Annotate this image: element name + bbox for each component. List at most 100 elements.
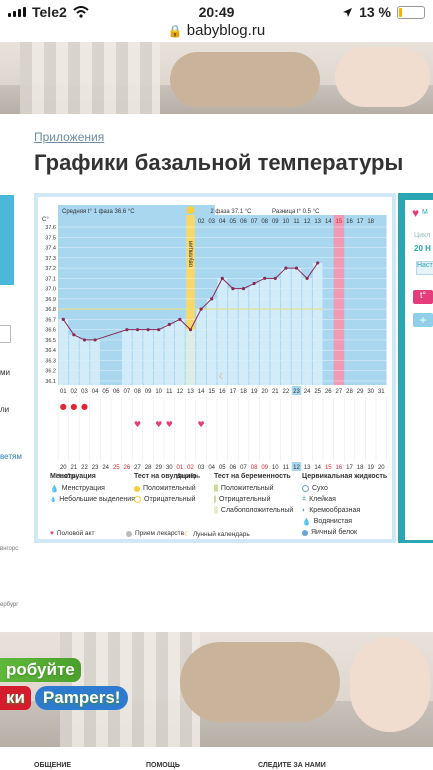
- chart-legend: Менструация 💧 Менструация 💧 Небольшие выде…: [38, 467, 392, 539]
- date-label: 15: [325, 465, 332, 471]
- legend-pregnancy-test: Тест на беременность || Положительный | От…: [214, 473, 293, 516]
- empty-circle-icon: [134, 496, 141, 503]
- date-label: 05: [219, 465, 226, 471]
- date-label: 21: [71, 465, 78, 471]
- y-tick-label: 36.3: [45, 358, 56, 364]
- bbt-chart: Средняя t° 1 фаза 36.6 °С 2 фаза 37.1 °С Р…: [38, 197, 392, 539]
- left-link-3[interactable]: ветям: [0, 452, 22, 461]
- cycle-day-label: 17: [230, 389, 237, 395]
- heart-icon[interactable]: ♥: [412, 206, 420, 220]
- y-tick-label: 37.4: [45, 246, 56, 252]
- banner-baby: [350, 637, 430, 732]
- cycle-day-label: 26: [325, 389, 332, 395]
- pink-day-column: [333, 215, 345, 385]
- bottom-ad-banner[interactable]: робуйте ки Pampers!: [0, 632, 433, 747]
- battery-icon: [397, 5, 425, 19]
- banner-baby: [335, 47, 430, 107]
- temperature-point: [188, 328, 193, 332]
- intercourse-heart-icon: ♥: [166, 420, 173, 429]
- legend-item: | Отрицательный: [214, 494, 293, 505]
- heart-icon: ♥: [50, 530, 54, 537]
- promo-brand: Pampers!: [34, 686, 129, 710]
- location-arrow-icon: [343, 7, 353, 17]
- legend-label: Менструация: [61, 485, 105, 492]
- footer-link-follow[interactable]: СЛЕДИТЕ ЗА НАМИ: [258, 762, 326, 769]
- temperature-point: [199, 307, 203, 311]
- cycle-day-label: 18: [240, 389, 247, 395]
- url-host: babyblog.ru: [186, 22, 266, 39]
- carrier-info: Tele2: [8, 4, 89, 20]
- diff-text: Разница t° 0.5 °С: [272, 209, 320, 215]
- legend-label: Водянистая: [313, 518, 353, 525]
- top-day-label: 02: [198, 219, 205, 225]
- footer-link-help[interactable]: ПОМОЩЬ: [146, 762, 180, 769]
- intercourse-heart-icon: ♥: [155, 420, 162, 429]
- right-panel-text: М: [422, 209, 428, 216]
- cream-icon: ◐: [302, 507, 307, 514]
- date-label: 25: [113, 465, 120, 471]
- legend-item: ◐ Кремообразная: [302, 505, 387, 516]
- top-day-label: 15: [336, 219, 343, 225]
- yellow-circle-icon: [134, 485, 140, 492]
- settings-button[interactable]: Наст: [416, 261, 433, 275]
- temperature-point: [273, 276, 277, 280]
- temperature-point: [82, 338, 87, 342]
- cycle-day-label: 22: [283, 389, 290, 395]
- cycle-day-label: 05: [102, 389, 109, 395]
- cycle-day-label: 14: [198, 389, 205, 395]
- legend-item: 💧 Небольшие выделения: [50, 494, 135, 505]
- cycle-day-label: 28: [346, 389, 353, 395]
- ovulation-label: овуляция: [189, 241, 195, 267]
- promo-red: ки: [0, 686, 31, 710]
- banner-stairs: [20, 42, 160, 114]
- cycle-day-label: 13: [187, 389, 194, 395]
- cycle-day-label: 31: [378, 389, 385, 395]
- left-text-4: внгорс: [0, 546, 19, 552]
- cycle-day-label: 11: [166, 389, 173, 395]
- footer-link-community[interactable]: ОБЩЕНИЕ: [34, 762, 72, 769]
- temperature-point: [157, 328, 161, 332]
- temperature-point: [178, 317, 182, 321]
- url-bar[interactable]: 🔒 babyblog.ru: [0, 22, 433, 42]
- left-input-fragment[interactable]: [0, 325, 11, 343]
- add-entry-button[interactable]: +: [413, 313, 433, 327]
- temp-column: [185, 329, 196, 385]
- temperature-point: [93, 338, 97, 342]
- temp-column: [312, 262, 323, 385]
- breadcrumb[interactable]: Приложения: [34, 130, 105, 144]
- legend-label: Положительный: [220, 485, 274, 492]
- legend-item: Положительный: [134, 483, 196, 494]
- temp-column: [79, 339, 90, 385]
- temp-column: [302, 278, 312, 385]
- temp-column: [281, 268, 291, 385]
- ovulation-sun-icon: [186, 206, 195, 214]
- faint-bar-icon: ||: [214, 507, 218, 514]
- date-label: 10: [272, 465, 279, 471]
- legend-item: || Слабоположительный: [214, 505, 293, 516]
- temp-column: [122, 329, 132, 385]
- left-text-5: ербург: [0, 602, 19, 608]
- legend-label: Яичный белок: [311, 529, 358, 536]
- legend-label: Клейкая: [309, 496, 336, 503]
- date-label: 04: [208, 465, 215, 471]
- cycle-day-label: 23: [293, 389, 300, 395]
- cycle-day-label: 19: [251, 389, 258, 395]
- add-temperature-button[interactable]: t°: [413, 290, 433, 304]
- phase1-text: Средняя t° 1 фаза 36.6 °С: [62, 209, 135, 215]
- y-tick-label: 37.5: [45, 235, 56, 241]
- temp-column: [58, 319, 69, 385]
- date-label: 28: [145, 465, 152, 471]
- top-day-label: 04: [219, 219, 226, 225]
- top-ad-banner[interactable]: [0, 42, 433, 114]
- legend-label: Слабоположительный: [220, 507, 294, 514]
- legend-label: Небольшие выделения: [59, 496, 135, 503]
- top-day-label: 14: [325, 219, 332, 225]
- ovulation-column: [186, 215, 195, 385]
- temp-column: [206, 298, 217, 385]
- legend-cervical-fluid: Цервикальная жидкость Сухо ǂ Клейкая ◐ Кре…: [302, 473, 387, 538]
- wifi-icon: [73, 6, 89, 18]
- date-label: 19: [367, 465, 374, 471]
- month-label: Декабрь: [177, 474, 200, 480]
- y-tick-label: 37.0: [45, 287, 56, 293]
- top-day-label: 03: [208, 219, 215, 225]
